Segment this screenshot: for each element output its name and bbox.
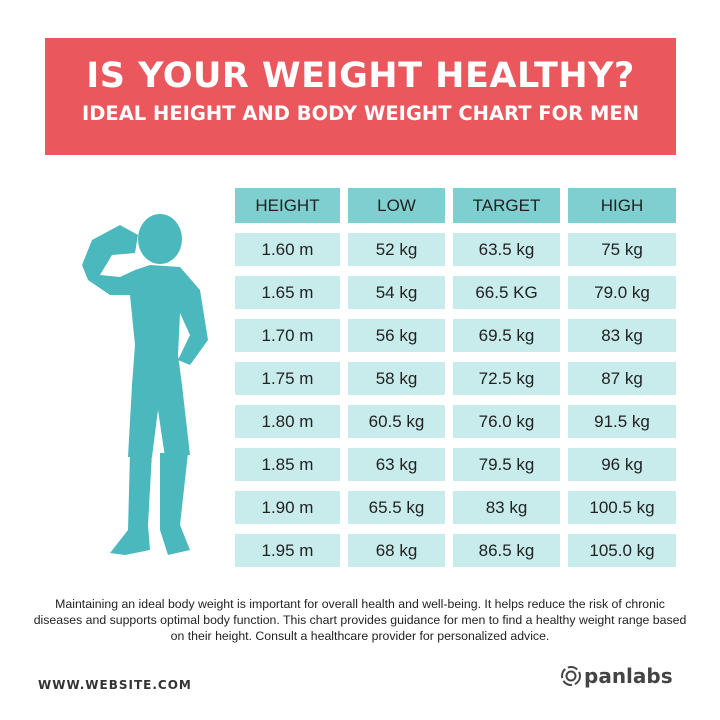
cell-low: 52 kg xyxy=(348,233,445,266)
table-row: 1.85 m 63 kg 79.5 kg 96 kg xyxy=(235,448,676,481)
table-row: 1.60 m 52 kg 63.5 kg 75 kg xyxy=(235,233,676,266)
cell-low: 68 kg xyxy=(348,534,445,567)
cell-target: 63.5 kg xyxy=(453,233,560,266)
cell-target: 83 kg xyxy=(453,491,560,524)
cell-target: 79.5 kg xyxy=(453,448,560,481)
cell-low: 65.5 kg xyxy=(348,491,445,524)
table-row: 1.65 m 54 kg 66.5 KG 79.0 kg xyxy=(235,276,676,309)
header-high: HIGH xyxy=(568,188,676,223)
cell-height: 1.70 m xyxy=(235,319,340,352)
table-header-row: HEIGHT LOW TARGET HIGH xyxy=(235,188,676,223)
cell-low: 58 kg xyxy=(348,362,445,395)
cell-target: 86.5 kg xyxy=(453,534,560,567)
cell-high: 79.0 kg xyxy=(568,276,676,309)
title-banner: IS YOUR WEIGHT HEALTHY? IDEAL HEIGHT AND… xyxy=(45,38,676,155)
header-low: LOW xyxy=(348,188,445,223)
cell-height: 1.95 m xyxy=(235,534,340,567)
cell-target: 69.5 kg xyxy=(453,319,560,352)
cell-height: 1.90 m xyxy=(235,491,340,524)
description: Maintaining an ideal body weight is impo… xyxy=(33,597,687,643)
table-row: 1.75 m 58 kg 72.5 kg 87 kg xyxy=(235,362,676,395)
cell-height: 1.85 m xyxy=(235,448,340,481)
table-row: 1.70 m 56 kg 69.5 kg 83 kg xyxy=(235,319,676,352)
cell-height: 1.75 m xyxy=(235,362,340,395)
cell-target: 76.0 kg xyxy=(453,405,560,438)
website-link[interactable]: WWW.WEBSITE.COM xyxy=(38,678,192,692)
cell-low: 60.5 kg xyxy=(348,405,445,438)
logo-swirl-icon xyxy=(561,666,581,686)
main-title: IS YOUR WEIGHT HEALTHY? xyxy=(86,56,635,96)
cell-low: 56 kg xyxy=(348,319,445,352)
weight-table: HEIGHT LOW TARGET HIGH 1.60 m 52 kg 63.5 k… xyxy=(227,178,684,577)
header-height: HEIGHT xyxy=(235,188,340,223)
cell-high: 75 kg xyxy=(568,233,676,266)
table-row: 1.95 m 68 kg 86.5 kg 105.0 kg xyxy=(235,534,676,567)
cell-low: 63 kg xyxy=(348,448,445,481)
cell-high: 105.0 kg xyxy=(568,534,676,567)
cell-high: 100.5 kg xyxy=(568,491,676,524)
cell-target: 66.5 KG xyxy=(453,276,560,309)
header-target: TARGET xyxy=(453,188,560,223)
cell-low: 54 kg xyxy=(348,276,445,309)
table-row: 1.90 m 65.5 kg 83 kg 100.5 kg xyxy=(235,491,676,524)
cell-height: 1.60 m xyxy=(235,233,340,266)
panlabs-logo: panlabs xyxy=(560,664,673,688)
table-row: 1.80 m 60.5 kg 76.0 kg 91.5 kg xyxy=(235,405,676,438)
cell-high: 96 kg xyxy=(568,448,676,481)
cell-high: 91.5 kg xyxy=(568,405,676,438)
cell-high: 83 kg xyxy=(568,319,676,352)
cell-high: 87 kg xyxy=(568,362,676,395)
cell-height: 1.80 m xyxy=(235,405,340,438)
subtitle: IDEAL HEIGHT AND BODY WEIGHT CHART FOR M… xyxy=(81,102,640,125)
man-drinking-silhouette-icon xyxy=(82,214,208,555)
logo-text: panlabs xyxy=(584,664,673,688)
cell-target: 72.5 kg xyxy=(453,362,560,395)
cell-height: 1.65 m xyxy=(235,276,340,309)
